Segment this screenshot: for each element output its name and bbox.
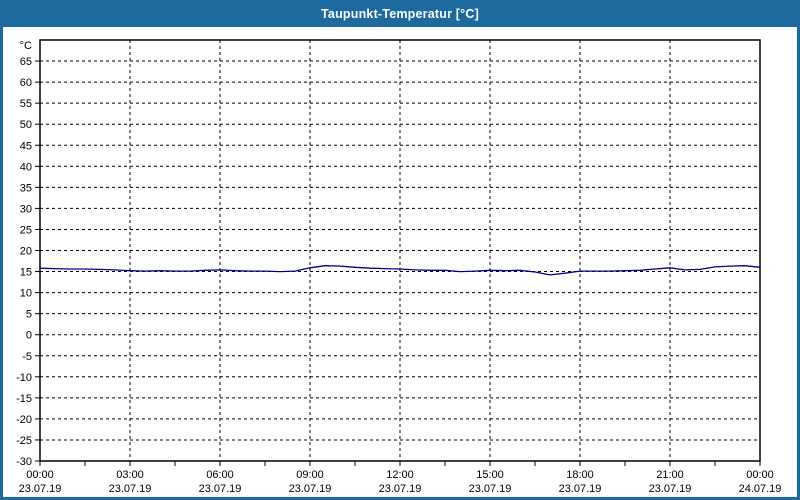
y-tick-label: 45 (20, 140, 32, 152)
x-tick-time-label: 21:00 (656, 469, 684, 481)
y-tick-label: 50 (20, 119, 32, 131)
y-tick-label: -5 (22, 351, 32, 363)
y-tick-label: 5 (26, 309, 32, 321)
x-tick-time-label: 03:00 (116, 469, 144, 481)
y-tick-label: -10 (16, 372, 32, 384)
x-tick-date-label: 23.07.19 (469, 483, 512, 495)
x-tick-date-label: 23.07.19 (379, 483, 422, 495)
x-tick-time-label: 18:00 (566, 469, 594, 481)
x-tick-time-label: 12:00 (386, 469, 414, 481)
chart-content-area: 65 60 55 50 45 40 35 30 25 20 15 10 5 0 -5 -10 -15 -20 -25… (3, 27, 797, 497)
y-tick-label: -15 (16, 393, 32, 405)
y-tick-label: -30 (16, 456, 32, 468)
y-tick-label: 35 (20, 182, 32, 194)
x-axis-labels: 00:00 23.07.19 03:00 23.07.19 06:00 23.07.19 0… (19, 469, 782, 495)
y-tick-label: 55 (20, 98, 32, 110)
y-tick-label: 10 (20, 288, 32, 300)
y-tick-label: -20 (16, 414, 32, 426)
y-tick-label: 60 (20, 77, 32, 89)
dewpoint-line-chart: 65605550454035302520151050-5-10-15-20-25… (16, 39, 782, 495)
y-tick-label: -25 (16, 435, 32, 447)
grid-lines (40, 40, 760, 461)
y-tick-label: 30 (20, 203, 32, 215)
y-tick-label: 15 (20, 267, 32, 279)
x-tick-date-label: 23.07.19 (199, 483, 242, 495)
x-tick-date-label: 23.07.19 (289, 483, 332, 495)
chart-title-bar: Taupunkt-Temperatur [°C] (0, 0, 800, 27)
y-tick-label: 65 (20, 56, 32, 68)
chart-title: Taupunkt-Temperatur [°C] (321, 6, 479, 21)
x-tick-date-label: 23.07.19 (109, 483, 152, 495)
x-tick-time-label: 09:00 (296, 469, 324, 481)
y-tick-label: 40 (20, 161, 32, 173)
x-tick-date-label: 24.07.19 (739, 483, 782, 495)
x-tick-time-label: 00:00 (746, 469, 774, 481)
x-tick-date-label: 23.07.19 (559, 483, 602, 495)
data-series (39, 265, 761, 276)
x-tick-date-label: 23.07.19 (19, 483, 62, 495)
y-axis-unit-label: °C (20, 40, 32, 52)
x-tick-time-label: 06:00 (206, 469, 234, 481)
y-tick-label: 25 (20, 224, 32, 236)
x-tick-time-label: 00:00 (26, 469, 54, 481)
x-tick-date-label: 23.07.19 (649, 483, 692, 495)
axis-ticks (35, 60, 761, 466)
y-axis-labels: 65605550454035302520151050-5-10-15-20-25… (16, 40, 32, 468)
x-tick-time-label: 15:00 (476, 469, 504, 481)
y-tick-label: 0 (26, 330, 32, 342)
y-tick-label: 20 (20, 246, 32, 258)
dewpoint-series-line (39, 265, 761, 276)
